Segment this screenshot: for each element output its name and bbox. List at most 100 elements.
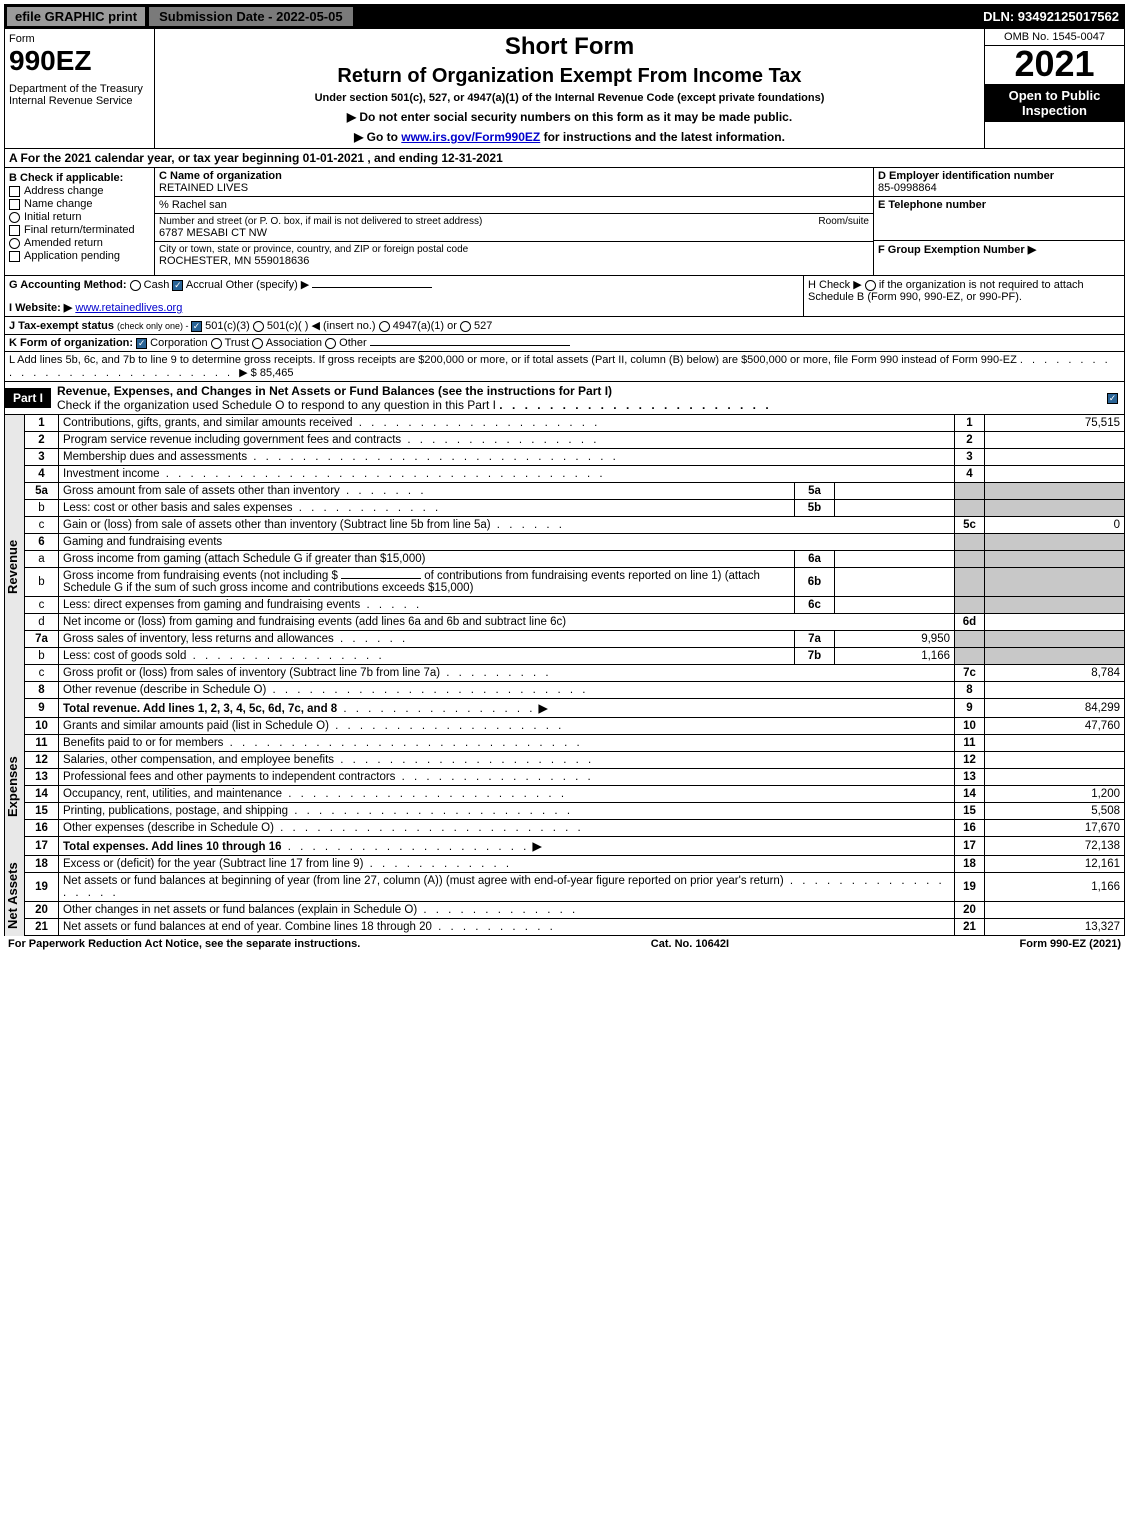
final-return-label: Final return/terminated [24,224,135,236]
k-label: K Form of organization: [9,337,133,349]
k-corp-checkbox[interactable] [136,338,147,349]
netassets-table: 18Excess or (deficit) for the year (Subt… [24,856,1125,936]
line-12: 12Salaries, other compensation, and empl… [25,752,1125,769]
line-6b: bGross income from fundraising events (n… [25,568,1125,597]
part-i-title: Revenue, Expenses, and Changes in Net As… [57,384,612,398]
section-k: K Form of organization: Corporation Trus… [4,335,1125,352]
initial-return-label: Initial return [24,211,81,223]
footer-right: Form 990-EZ (2021) [1020,938,1121,950]
city-value: ROCHESTER, MN 559018636 [159,255,869,267]
i-label: I Website: ▶ [9,302,72,314]
other-specify-label: Other (specify) ▶ [226,279,310,291]
line-11: 11Benefits paid to or for members . . . … [25,735,1125,752]
c-label: C Name of organization [159,170,869,182]
info-grid: B Check if applicable: Address change Na… [4,168,1125,276]
no-ssn-note: ▶ Do not enter social security numbers o… [159,110,980,124]
line-6b-input[interactable] [341,578,421,579]
line-15: 15Printing, publications, postage, and s… [25,803,1125,820]
goto-note: ▶ Go to www.irs.gov/Form990EZ for instru… [159,130,980,144]
k-assoc-radio[interactable] [252,338,263,349]
cash-radio[interactable] [130,280,141,291]
section-j: J Tax-exempt status (check only one) - 5… [4,317,1125,335]
accrual-checkbox[interactable] [172,280,183,291]
line-9: 9Total revenue. Add lines 1, 2, 3, 4, 5c… [25,699,1125,718]
short-form-label: Short Form [159,33,980,61]
line-17: 17Total expenses. Add lines 10 through 1… [25,837,1125,856]
h-radio[interactable] [865,280,876,291]
amended-return-radio[interactable] [9,238,20,249]
line-7a: 7aGross sales of inventory, less returns… [25,631,1125,648]
ein-value: 85-0998864 [878,182,1120,194]
section-c: C Name of organization RETAINED LIVES % … [155,168,874,275]
part-i-label: Part I [5,388,51,408]
line-13: 13Professional fees and other payments t… [25,769,1125,786]
line-6a: aGross income from gaming (attach Schedu… [25,551,1125,568]
revenue-block: Revenue 1Contributions, gifts, grants, a… [4,415,1125,718]
goto-pre: ▶ Go to [354,130,401,144]
final-return-checkbox[interactable] [9,225,20,236]
line-10: 10Grants and similar amounts paid (list … [25,718,1125,735]
j-501c-label: 501(c)( ) ◀ (insert no.) [267,320,376,332]
section-l: L Add lines 5b, 6c, and 7b to line 9 to … [4,352,1125,382]
g-label: G Accounting Method: [9,279,127,291]
under-section-note: Under section 501(c), 527, or 4947(a)(1)… [159,92,980,104]
submission-date-label: Submission Date - 2022-05-05 [148,6,354,27]
j-label-small: (check only one) - [117,321,191,331]
street-value: 6787 MESABI CT NW [159,227,869,239]
line-2: 2Program service revenue including gover… [25,432,1125,449]
line-8: 8Other revenue (describe in Schedule O) … [25,682,1125,699]
k-other-input[interactable] [370,345,570,346]
line-5a: 5aGross amount from sale of assets other… [25,483,1125,500]
cash-label: Cash [144,279,170,291]
line-1: 1Contributions, gifts, grants, and simil… [25,415,1125,432]
j-501c3-checkbox[interactable] [191,321,202,332]
part-i-schedule-o-checkbox[interactable] [1107,393,1118,404]
address-change-checkbox[interactable] [9,186,20,197]
tax-year: 2021 [985,46,1124,82]
section-h: H Check ▶ if the organization is not req… [804,276,1124,316]
page-footer: For Paperwork Reduction Act Notice, see … [4,936,1125,952]
line-4: 4Investment income . . . . . . . . . . .… [25,466,1125,483]
k-trust-radio[interactable] [211,338,222,349]
f-label: F Group Exemption Number ▶ [878,243,1120,256]
line-5b: bLess: cost or other basis and sales exp… [25,500,1125,517]
dln-label: DLN: 93492125017562 [983,9,1125,24]
j-501c-radio[interactable] [253,321,264,332]
dots: . . . . . . . . . . . . . . . . . . . . … [499,398,771,412]
line-19: 19Net assets or fund balances at beginni… [25,873,1125,902]
e-label: E Telephone number [878,199,1120,211]
goto-post: for instructions and the latest informat… [540,130,785,144]
j-527-radio[interactable] [460,321,471,332]
room-label: Room/suite [818,216,869,227]
j-501c3-label: 501(c)(3) [205,320,250,332]
goto-link[interactable]: www.irs.gov/Form990EZ [401,130,540,144]
org-name: RETAINED LIVES [159,182,869,194]
street-label: Number and street (or P. O. box, if mail… [159,216,482,227]
footer-mid: Cat. No. 10642I [651,938,729,950]
application-pending-checkbox[interactable] [9,251,20,262]
line-5c: cGain or (loss) from sale of assets othe… [25,517,1125,534]
j-4947-radio[interactable] [379,321,390,332]
section-b: B Check if applicable: Address change Na… [5,168,155,275]
name-change-checkbox[interactable] [9,199,20,210]
l-text: L Add lines 5b, 6c, and 7b to line 9 to … [9,354,1017,366]
application-pending-label: Application pending [24,250,120,262]
name-change-label: Name change [24,198,93,210]
j-527-label: 527 [474,320,492,332]
efile-print-button[interactable]: efile GRAPHIC print [6,6,146,27]
footer-left: For Paperwork Reduction Act Notice, see … [8,938,360,950]
initial-return-radio[interactable] [9,212,20,223]
website-link[interactable]: www.retainedlives.org [75,302,182,314]
j-4947-label: 4947(a)(1) or [393,320,457,332]
expenses-table: 10Grants and similar amounts paid (list … [24,718,1125,856]
main-title: Return of Organization Exempt From Incom… [159,65,980,88]
k-other-label: Other [339,337,367,349]
line-7c: cGross profit or (loss) from sales of in… [25,665,1125,682]
city-label: City or town, state or province, country… [159,244,869,255]
row-gh: G Accounting Method: Cash Accrual Other … [4,276,1125,317]
form-header: Form 990EZ Department of the Treasury In… [4,28,1125,149]
k-other-radio[interactable] [325,338,336,349]
expenses-side-label: Expenses [4,718,24,856]
section-a: A For the 2021 calendar year, or tax yea… [4,149,1125,168]
other-specify-input[interactable] [312,287,432,288]
